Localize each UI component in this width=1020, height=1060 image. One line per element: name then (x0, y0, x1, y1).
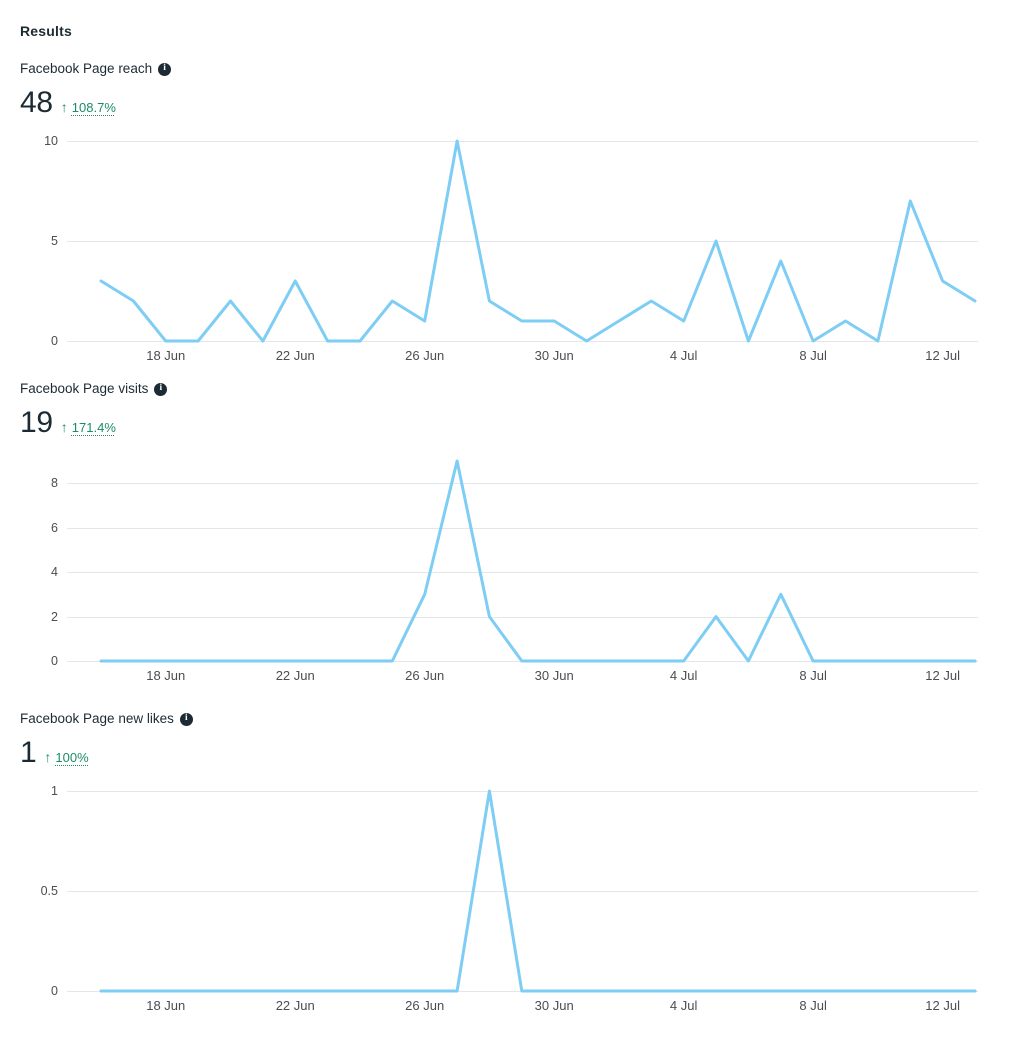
x-axis-label: 18 Jun (146, 998, 186, 1013)
x-axis-label: 12 Jul (925, 668, 960, 683)
info-icon[interactable]: i (179, 712, 193, 726)
metric-label: Facebook Page visits (20, 381, 149, 396)
x-axis-label: 30 Jun (534, 348, 574, 363)
x-axis-label: 22 Jun (275, 348, 315, 363)
trend-up-arrow-icon: ↑ (60, 99, 68, 115)
facebook-page-visits-plot-area[interactable] (67, 453, 978, 667)
facebook-page-new-likes-plot-area[interactable] (67, 783, 978, 997)
trend-badge: ↑ 100% (44, 750, 88, 765)
metric-section-new-likes: Facebook Page new likes i 1 ↑ 100% 0 0.5 1… (20, 711, 1020, 1019)
y-axis-label: 5 (51, 234, 58, 248)
y-axis-label: 6 (51, 520, 58, 535)
reach-line-chart[interactable]: 0 5 10 18 Jun 22 Jun 26 Jun 30 Jun 4 Jul 8 Jul 12… (20, 133, 978, 369)
y-axis-label: 0 (51, 334, 58, 348)
y-axis-label: 2 (51, 609, 58, 624)
metric-value-row: 19 ↑ 171.4% (20, 406, 1020, 440)
x-axis-label: 22 Jun (275, 668, 315, 683)
x-axis-label: 12 Jul (925, 348, 960, 363)
x-axis-label: 30 Jun (534, 668, 574, 683)
metric-section-reach: Facebook Page reach i 48 ↑ 108.7% 0 5 10 18… (20, 61, 1020, 369)
y-axis-label: 4 (51, 565, 58, 580)
metric-title-row: Facebook Page visits i (20, 381, 1020, 397)
facebook-page-reach-plot-area[interactable] (67, 133, 978, 347)
x-axis-label: 26 Jun (405, 998, 445, 1013)
y-axis-label: 1 (51, 784, 58, 798)
x-axis-label: 26 Jun (405, 668, 445, 683)
metric-label: Facebook Page reach (20, 61, 153, 76)
y-axis-label: 0.5 (40, 884, 58, 898)
metric-label: Facebook Page new likes (20, 711, 174, 726)
visits-line-chart[interactable]: 0 2 4 6 8 18 Jun 22 Jun 26 Jun 30 Jun 4 Jul 8 Jul 1… (20, 453, 978, 689)
x-axis-label: 26 Jun (405, 348, 445, 363)
x-axis-label: 30 Jun (534, 998, 574, 1013)
x-axis-label: 18 Jun (146, 668, 186, 683)
metric-value: 1 (20, 736, 37, 769)
data-line (99, 789, 977, 993)
trend-badge: ↑ 108.7% (61, 100, 116, 115)
metric-title-row: Facebook Page new likes i (20, 711, 1020, 727)
info-icon[interactable]: i (158, 62, 172, 76)
metric-section-visits: Facebook Page visits i 19 ↑ 171.4% 0 2 4 6 8… (20, 381, 1020, 689)
y-axis-label: 10 (44, 134, 58, 148)
metric-value-row: 48 ↑ 108.7% (20, 86, 1020, 120)
metric-value-row: 1 ↑ 100% (20, 736, 1020, 770)
data-line (99, 459, 977, 663)
trend-up-arrow-icon: ↑ (60, 419, 68, 435)
y-axis-label: 0 (51, 654, 58, 668)
trend-up-arrow-icon: ↑ (44, 749, 52, 765)
trend-percent-link[interactable]: 100% (55, 750, 89, 765)
y-axis-label: 0 (51, 984, 58, 998)
data-line (99, 139, 977, 343)
new-likes-line-chart[interactable]: 0 0.5 1 18 Jun 22 Jun 26 Jun 30 Jun 4 Jul 8 Jul 1… (20, 783, 978, 1019)
x-axis-label: 8 Jul (799, 998, 827, 1013)
metric-value: 48 (20, 86, 53, 119)
x-axis-label: 12 Jul (925, 998, 960, 1013)
trend-badge: ↑ 171.4% (61, 420, 116, 435)
x-axis-label: 4 Jul (669, 998, 698, 1013)
trend-percent-link[interactable]: 171.4% (71, 420, 116, 435)
metric-value: 19 (20, 406, 53, 439)
page-title: Results (20, 23, 72, 39)
info-icon[interactable]: i (154, 382, 168, 396)
x-axis-label: 4 Jul (669, 668, 698, 683)
x-axis-label: 8 Jul (799, 668, 827, 683)
trend-percent-link[interactable]: 108.7% (71, 100, 116, 115)
x-axis-label: 18 Jun (146, 348, 186, 363)
y-axis-label: 8 (51, 476, 58, 491)
metric-title-row: Facebook Page reach i (20, 61, 1020, 77)
x-axis-label: 22 Jun (275, 998, 315, 1013)
x-axis-label: 8 Jul (799, 348, 827, 363)
x-axis-label: 4 Jul (669, 348, 698, 363)
